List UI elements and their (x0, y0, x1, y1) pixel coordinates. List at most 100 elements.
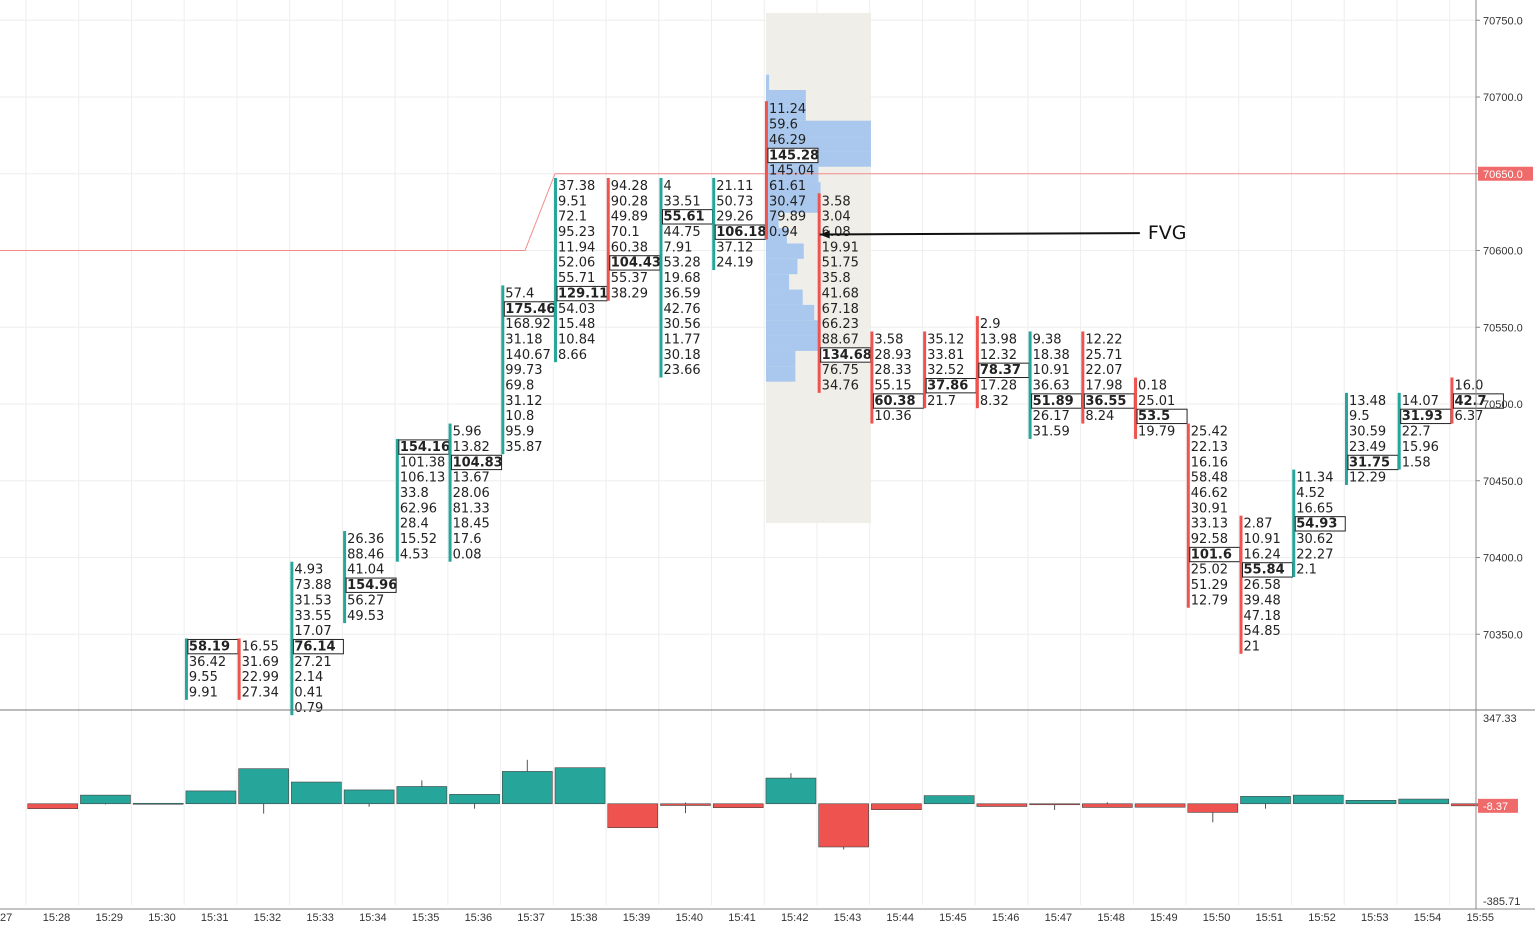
volume-value: 22.07 (1085, 363, 1122, 378)
volume-value: 31.93 (1402, 409, 1443, 424)
volume-value: 134.68 (822, 348, 872, 363)
volume-value: 55.61 (663, 210, 704, 225)
delta-tick-bottom: -385.71 (1483, 896, 1520, 908)
volume-value: 36.63 (1033, 379, 1070, 394)
volume-value: 15.48 (558, 317, 595, 332)
delta-current-tag (1478, 798, 1518, 813)
volume-value: 4 (663, 179, 671, 194)
candle-body (870, 331, 874, 424)
profile-bar (765, 243, 804, 259)
profile-bar (765, 258, 798, 275)
volume-value: 11.94 (558, 240, 595, 255)
poc-box (1294, 516, 1346, 532)
volume-value: 99.73 (505, 363, 542, 378)
profile-bar (765, 350, 796, 367)
delta-pane (0, 709, 1535, 850)
volume-value: 66.23 (822, 317, 859, 332)
volume-value: 88.67 (822, 332, 859, 347)
volume-value: 31.75 (1349, 455, 1390, 470)
volume-value: 51.89 (1033, 394, 1074, 409)
volume-value: 10.84 (558, 332, 595, 347)
candle-body (1397, 392, 1401, 470)
volume-value: 90.28 (611, 194, 648, 209)
volume-value: 30.18 (663, 348, 700, 363)
profile-bar (765, 320, 821, 336)
candle-body (659, 177, 663, 378)
volume-value: 55.71 (558, 271, 595, 286)
volume-value: 32.52 (927, 363, 964, 378)
time-label: 15:40 (675, 912, 703, 924)
volume-value: 76.75 (822, 363, 859, 378)
candle-body (817, 193, 821, 393)
volume-value: 35.87 (505, 440, 542, 455)
volume-value: 0.41 (294, 686, 323, 701)
grid (0, 0, 1476, 905)
volume-value: 54.93 (1296, 517, 1337, 532)
volume-value: 16.0 (1454, 379, 1483, 394)
delta-bar (449, 794, 500, 805)
time-label: 15:49 (1150, 912, 1178, 924)
volume-value: 31.59 (1033, 425, 1070, 440)
volume-value: 10.91 (1033, 363, 1070, 378)
volume-value: 44.75 (663, 225, 700, 240)
volume-value: 26.58 (1244, 578, 1281, 593)
price-tick-label: 70600.0 (1483, 246, 1523, 258)
volume-value: 72.1 (558, 210, 587, 225)
volume-value: 3.04 (822, 210, 851, 225)
volume-value: 62.96 (400, 501, 437, 516)
footprint-column: 11.2459.646.29145.28145.0461.6130.4779.8… (764, 101, 819, 240)
volume-value: 129.11 (558, 286, 608, 301)
volume-value: 30.62 (1296, 532, 1333, 547)
volume-value: 8.32 (980, 394, 1009, 409)
volume-value: 78.37 (980, 363, 1021, 378)
candle-body (184, 638, 188, 700)
volume-value: 33.51 (663, 194, 700, 209)
poc-box (345, 577, 397, 593)
volume-value: 8.24 (1085, 409, 1114, 424)
volume-value: 2.9 (980, 317, 1001, 332)
delta-bar (238, 768, 289, 805)
volume-value: 2.87 (1244, 517, 1273, 532)
volume-value: 15.52 (400, 532, 437, 547)
delta-bar (607, 803, 659, 829)
volume-value: 53.28 (663, 256, 700, 271)
volume-value: 9.55 (189, 670, 218, 685)
poc-box (451, 454, 503, 471)
time-label: 15:29 (95, 912, 123, 924)
volume-value: 22.99 (242, 670, 279, 685)
volume-value: 95.23 (558, 225, 595, 240)
footprint-column: 4.9373.8831.5333.5517.0776.1427.212.140.… (290, 561, 344, 716)
volume-value: 154.16 (400, 440, 450, 455)
profile-bar (765, 120, 871, 137)
volume-value: 49.53 (347, 609, 384, 624)
volume-value: 104.83 (453, 455, 503, 470)
volume-value: 25.42 (1191, 425, 1228, 440)
delta-bar (1134, 803, 1186, 808)
volume-value: 42.7 (1454, 394, 1486, 409)
volume-value: 50.73 (716, 194, 753, 209)
candle-body (1028, 331, 1032, 439)
volume-value: 30.56 (663, 317, 700, 332)
volume-value: 29.26 (716, 210, 753, 225)
poc-box (1452, 393, 1504, 409)
volume-value: 54.03 (558, 302, 595, 317)
candle-body (975, 316, 979, 409)
volume-value: 17.28 (980, 379, 1017, 394)
time-label: 15:30 (148, 912, 176, 924)
time-label: 15:46 (992, 912, 1020, 924)
profile-bar (765, 105, 806, 121)
fvg-arrow (819, 232, 1140, 236)
volume-value: 1.58 (1402, 455, 1431, 470)
price-tick-label: 70350.0 (1483, 629, 1523, 641)
time-label: 15:53 (1361, 912, 1389, 924)
price-level-line (0, 173, 1476, 251)
delta-bar (343, 789, 395, 805)
